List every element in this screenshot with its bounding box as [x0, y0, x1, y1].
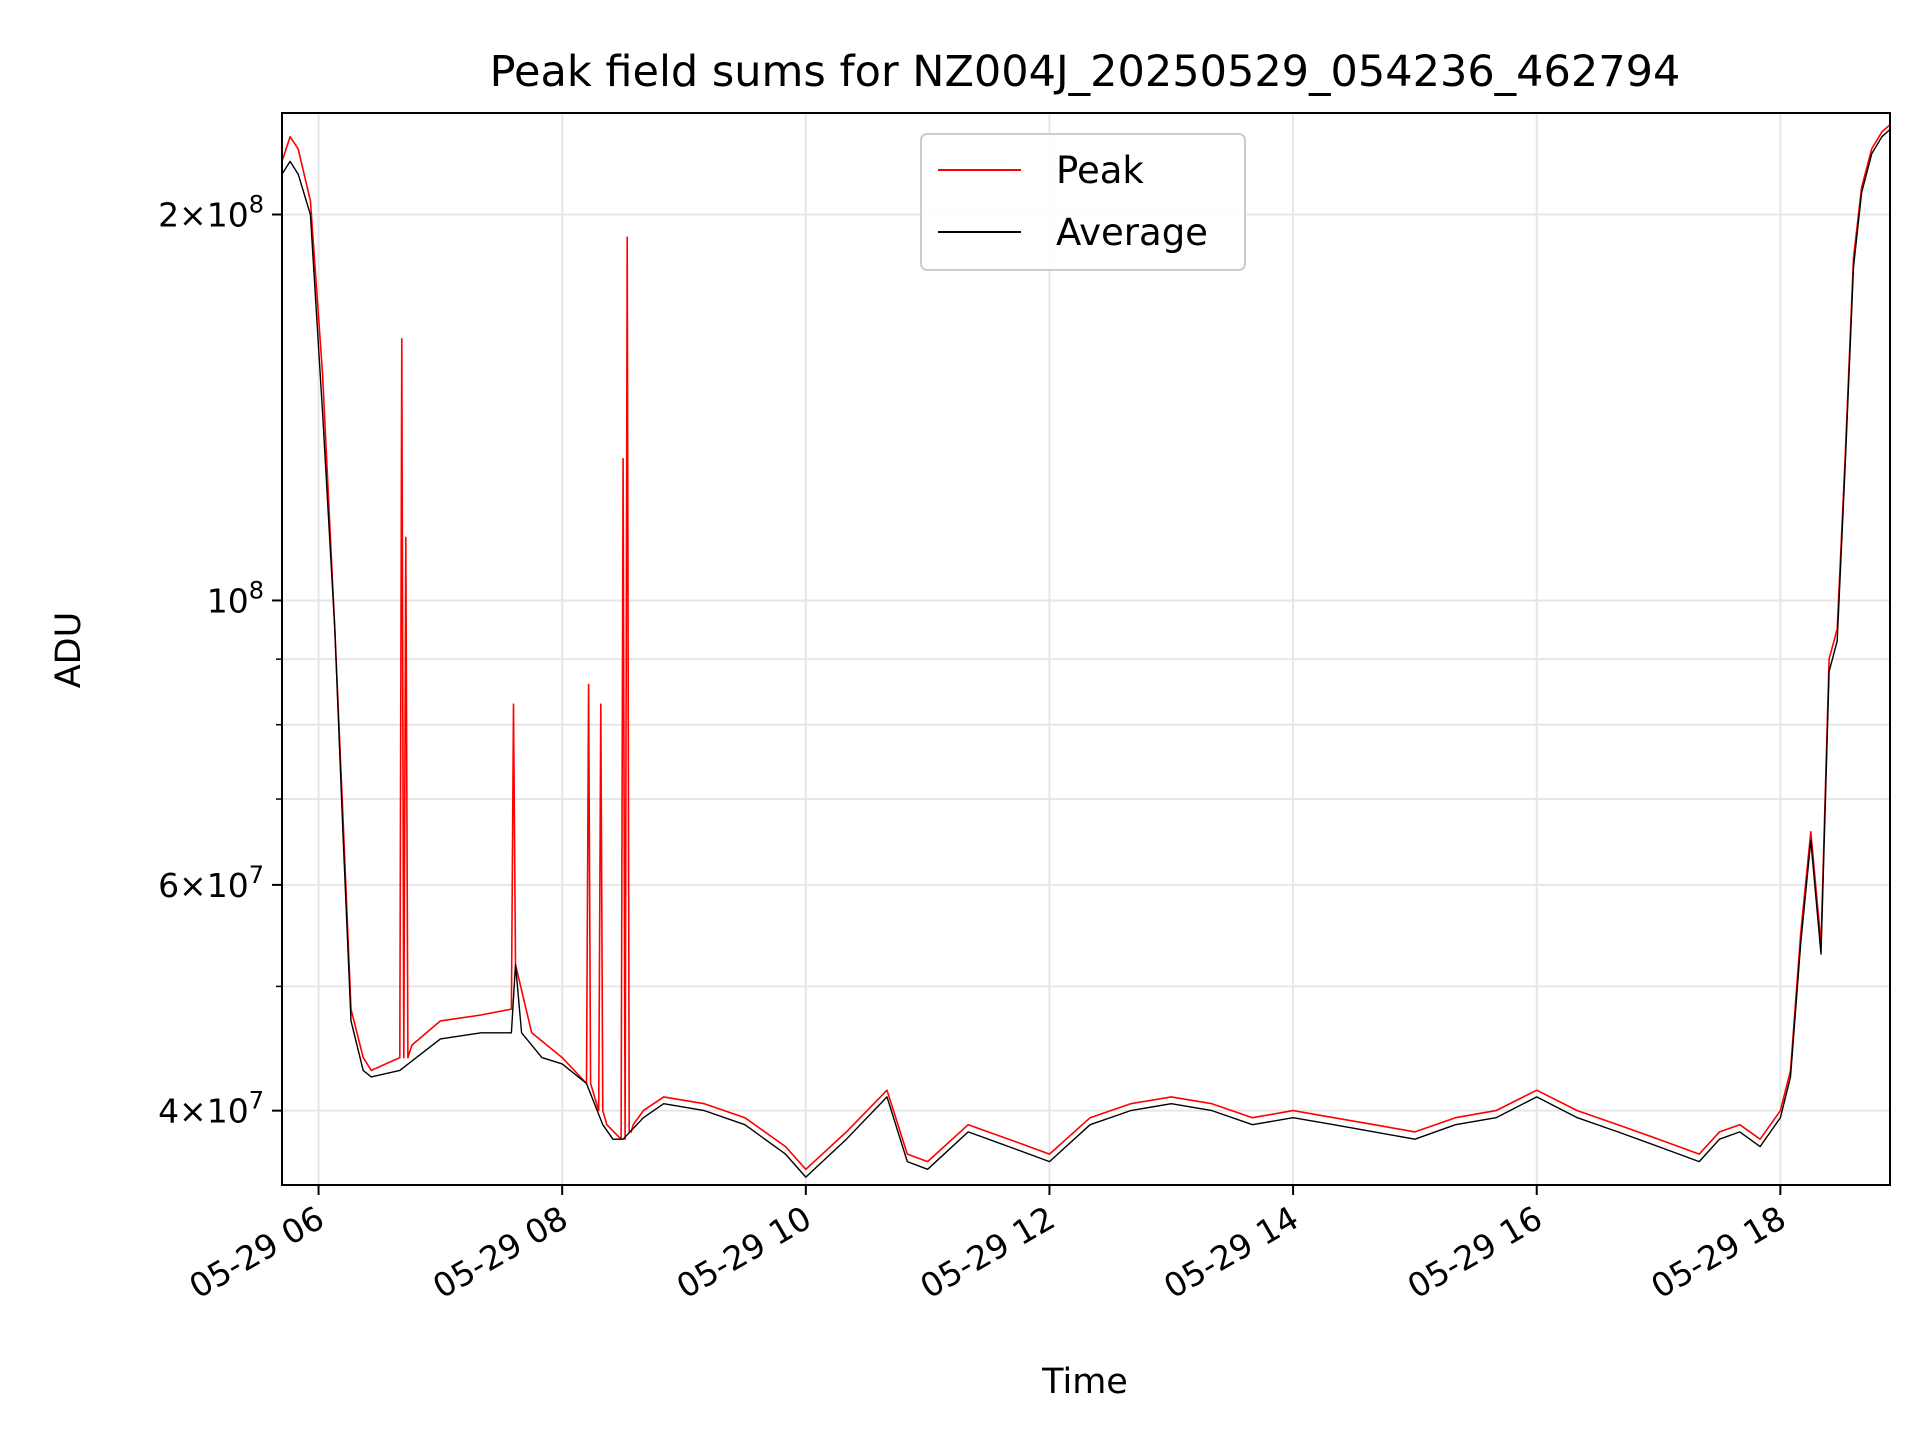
y-tick-label: 4×107 [158, 1087, 264, 1131]
peak-series-line [282, 124, 1890, 1171]
x-axis-title: Time [1041, 1362, 1128, 1402]
chart-title: Peak field sums for NZ004J_20250529_0542… [490, 47, 1681, 97]
y-axis-title: ADU [49, 612, 89, 689]
y-tick-label: 2×108 [158, 191, 264, 235]
plot-background [282, 113, 1890, 1185]
legend-box [920, 133, 1246, 271]
legend-label: Average [1056, 211, 1208, 254]
average-series-line [282, 128, 1890, 1178]
axes-frame [281, 112, 1891, 1186]
y-tick-label: 108 [207, 576, 264, 620]
legend: Peak Average [920, 133, 1246, 271]
legend-label: Peak [1056, 149, 1144, 192]
y-tick-label: 6×107 [158, 861, 264, 905]
